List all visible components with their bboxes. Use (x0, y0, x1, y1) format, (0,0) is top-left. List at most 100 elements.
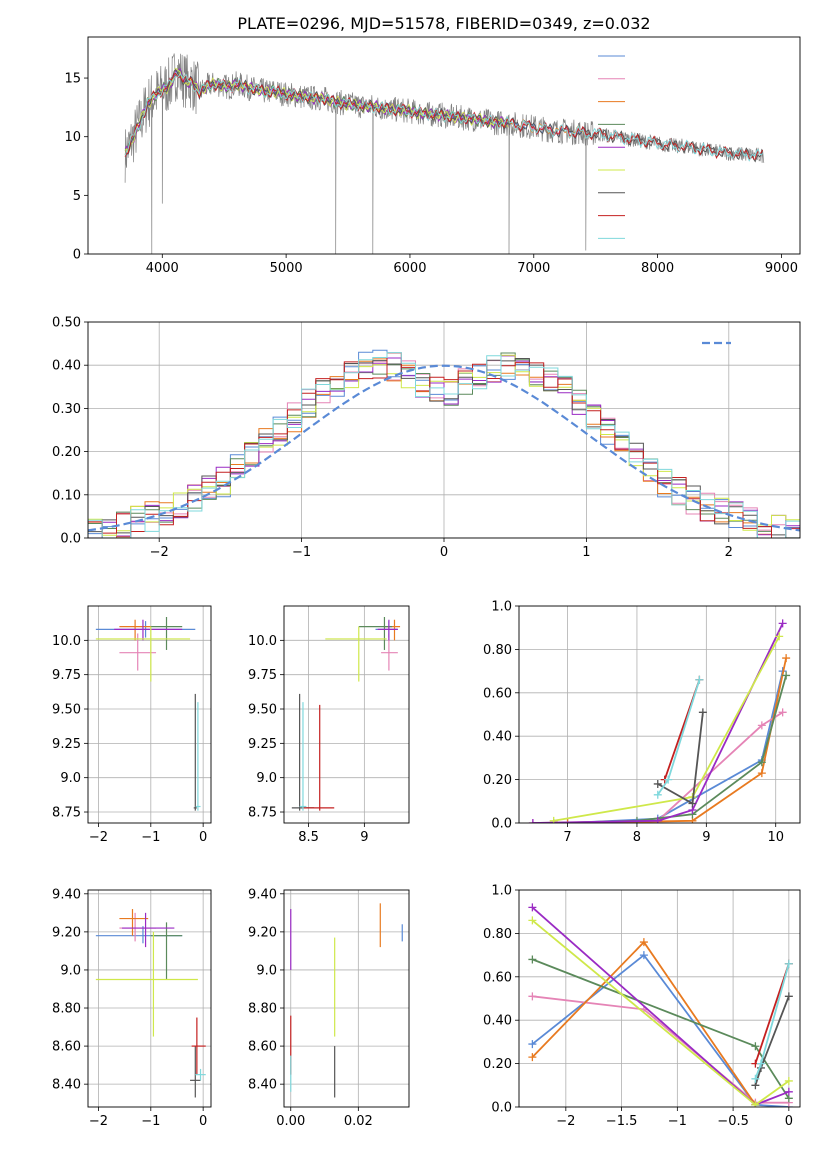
x-tick-label: 0 (440, 545, 448, 560)
figure-title: PLATE=0296, MJD=51578, FIBERID=0349, z=0… (237, 14, 650, 33)
data-point (190, 1046, 201, 1098)
data-point (358, 616, 393, 650)
data-point (377, 619, 398, 641)
weight-series (549, 671, 791, 823)
y-tick-label: 1.0 (491, 884, 512, 899)
x-tick-label: 10 (767, 830, 784, 845)
weight-marker (784, 959, 793, 968)
weight-series (653, 675, 704, 799)
normal-reference-curve (88, 364, 800, 532)
y-tick-label: 8.80 (52, 1002, 81, 1017)
weight-marker (784, 1076, 793, 1085)
data-point (119, 633, 157, 671)
x-tick-label: −1 (141, 1114, 160, 1129)
plot-area (88, 606, 211, 823)
axis-ticks: 4000 5000 6000 7000 8000 9000 0 5 10 15 (64, 72, 798, 276)
weight-marker (528, 819, 537, 823)
axis-ticks: −2 −1.5 −1 −0.5 0 0.0 0.20 0.40 0.60 0.80 1.0 (483, 884, 793, 1130)
y-tick-label: 15 (64, 72, 81, 87)
axes-frame (87, 889, 212, 1108)
weight-marker (778, 619, 787, 628)
x-tick-label: 0 (199, 1114, 207, 1129)
mass-vs-extinction-plot: 0.00 0.02 8.40 8.60 8.80 9.0 9.20 9.40 (248, 887, 410, 1129)
axis-ticks: −2 −1 0 8.75 9.0 9.25 9.50 9.75 10.0 (52, 634, 207, 845)
y-tick-label: 8.75 (248, 806, 277, 821)
y-tick-label: 0.60 (483, 686, 512, 701)
weight-marker (528, 992, 537, 1001)
y-tick-label: 9.20 (52, 925, 81, 940)
x-tick-label: 7 (563, 830, 571, 845)
weight-series (751, 959, 793, 1068)
weight-marker (528, 1053, 537, 1062)
weight-marker (549, 816, 558, 823)
data-point (122, 912, 175, 948)
data-point (195, 702, 201, 811)
y-tick-label: 0.0 (60, 532, 81, 547)
weight-marker (688, 799, 697, 808)
y-tick-label: 10 (64, 130, 81, 145)
age-vs-metallicity-plot: −2 −1 0 8.75 9.0 9.25 9.50 9.75 10.0 (52, 605, 212, 845)
data-point (193, 693, 197, 811)
weight-series (653, 708, 707, 808)
y-tick-label: 5 (73, 189, 81, 204)
weight-series (528, 938, 760, 1107)
axes-frame (87, 36, 801, 255)
weight-marker (782, 654, 791, 663)
weight-marker (563, 819, 572, 823)
x-tick-label: 7000 (517, 261, 550, 276)
mass-weight-vs-age-plot: 7 8 9 10 0.0 0.20 0.40 0.60 0.80 1.0 (483, 600, 801, 846)
axis-ticks: 7 8 9 10 0.0 0.20 0.40 0.60 0.80 1.0 (483, 600, 784, 846)
y-tick-label: 1.0 (491, 600, 512, 615)
weight-marker (653, 790, 662, 799)
x-tick-label: −2 (89, 830, 108, 845)
weight-line (532, 711, 784, 823)
residuals-histogram: −2 −1 0 1 2 0.0 0.10 0.20 0.30 0.40 0.50 (52, 316, 801, 560)
y-tick-label: 9.25 (52, 737, 81, 752)
x-tick-label: 0 (785, 1114, 793, 1129)
x-tick-label: −1 (141, 830, 160, 845)
axes-frame (283, 605, 410, 824)
x-tick-label: 1 (582, 545, 590, 560)
x-tick-label: 8000 (641, 261, 674, 276)
weight-marker (653, 779, 662, 788)
weight-marker (751, 1042, 760, 1051)
x-tick-label: 9 (360, 830, 368, 845)
y-tick-label: 8.60 (248, 1040, 277, 1055)
age-vs-mass-plot: 8.5 9 8.75 9.0 9.25 9.50 9.75 10.0 (248, 605, 410, 845)
x-tick-label: 0.02 (344, 1114, 373, 1129)
y-tick-label: 0.80 (483, 927, 512, 942)
y-tick-label: 10.0 (52, 634, 81, 649)
plot-area (519, 890, 800, 1107)
x-tick-label: −2 (556, 1114, 575, 1129)
residual-histogram (88, 358, 800, 538)
x-tick-label: 9000 (765, 261, 798, 276)
x-tick-label: 6000 (393, 261, 426, 276)
residual-histogram (88, 352, 800, 538)
plot-area (519, 606, 800, 823)
y-tick-label: 9.40 (52, 887, 81, 902)
y-tick-label: 9.75 (52, 668, 81, 683)
data-point (299, 702, 307, 811)
x-tick-label: −1.5 (606, 1114, 638, 1129)
data-point (150, 922, 183, 980)
weight-series (528, 903, 793, 1107)
weight-series (549, 632, 784, 823)
mass-vs-metallicity-plot: −2 −1 0 8.40 8.60 8.80 9.0 9.20 9.40 (52, 887, 212, 1129)
weight-marker (778, 708, 787, 717)
axes-frame (87, 605, 212, 824)
y-tick-label: 9.75 (248, 668, 277, 683)
y-tick-label: 0.20 (52, 445, 81, 460)
y-tick-label: 0.80 (483, 643, 512, 658)
y-tick-label: 9.20 (248, 925, 277, 940)
mass-weight-vs-metallicity-plot: −2 −1.5 −1 −0.5 0 0.0 0.20 0.40 0.60 0.80 1.0 (483, 884, 801, 1130)
y-tick-label: 0.60 (483, 970, 512, 985)
weight-marker (757, 758, 766, 767)
weight-marker (528, 916, 537, 925)
data-point (95, 626, 191, 682)
weight-marker (751, 1074, 760, 1083)
weight-marker (757, 769, 766, 778)
data-point (302, 704, 335, 811)
y-tick-label: 9.0 (60, 963, 81, 978)
x-tick-label: −1 (668, 1114, 687, 1129)
